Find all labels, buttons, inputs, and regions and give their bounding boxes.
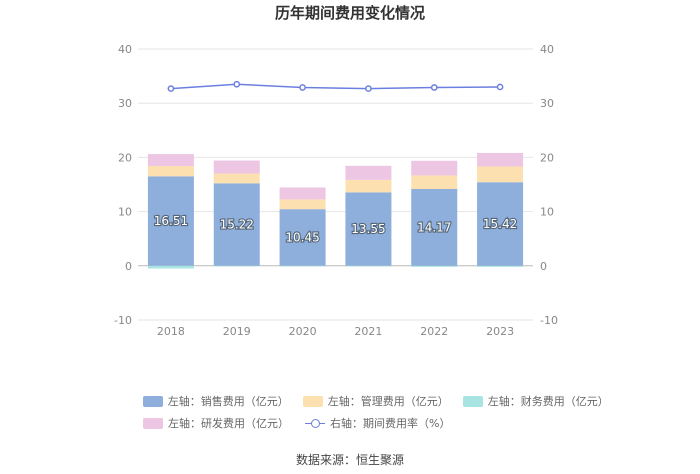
chart-title: 历年期间费用变化情况 [274,4,425,22]
bar-data-label: 16.51 [154,214,188,228]
bar-segment [411,265,458,267]
y-tick-label-right: -10 [540,314,558,327]
line-point [299,84,306,91]
x-tick-label: 2021 [354,325,382,338]
y-tick-label-left: 30 [118,97,132,110]
y-tick-label-right: 10 [540,206,554,219]
legend-swatch-admin [303,395,323,407]
legend-swatch-sales [143,395,163,407]
y-tick-label-left: 10 [118,206,132,219]
y-tick-label-left: -10 [114,314,132,327]
y-tick-label-left: 20 [118,151,132,164]
bar-segment [213,160,260,174]
x-tick-label: 2020 [289,325,317,338]
bar-segment [213,183,260,266]
line-point [496,83,504,91]
bar-segment [477,166,524,183]
bar-data-label: 15.22 [220,218,254,232]
x-tick-label: 2023 [486,325,514,338]
legend-item-rnd[interactable]: 左轴：研发费用（亿元） [143,415,289,431]
bar-segment [279,187,326,200]
legend-swatch-rnd [143,417,163,429]
bar-segment [147,176,194,266]
bar-segment [345,265,392,267]
x-tick-label: 2018 [157,325,185,338]
bar-segment [345,192,392,266]
bar-segment [147,154,194,167]
line-point [430,84,438,91]
bar-segment [411,175,458,189]
line-point [233,80,241,88]
legend-label-rnd: 左轴：研发费用（亿元） [168,417,289,430]
bar-data-label: 10.45 [285,230,319,244]
line-point [167,85,175,92]
y-tick-label-right: 30 [540,97,554,110]
bar-segment [477,265,524,267]
legend-label-admin: 左轴：管理费用（亿元） [327,395,449,408]
bar-segment [477,152,524,167]
bar-segment [279,209,326,266]
bar-segment [279,265,326,267]
bar-segment [147,265,194,269]
y-tick-label-right: 40 [540,43,554,56]
bar-segment [213,173,260,184]
bar-segment [411,188,458,266]
bar-segment [345,165,392,180]
data-source: 数据来源：恒生聚源 [295,453,404,467]
x-tick-label: 2019 [223,325,251,338]
legend-item-sales[interactable]: 左轴：销售费用（亿元） [143,393,289,409]
chart-legend: 左轴：销售费用（亿元） 左轴：管理费用（亿元） 左轴：财务费用（亿元） 左轴：研… [143,390,623,434]
legend-item-finance[interactable]: 左轴：财务费用（亿元） [463,393,609,409]
legend-swatch-finance [463,395,483,407]
y-tick-label-right: 20 [540,151,554,164]
legend-item-admin[interactable]: 左轴：管理费用（亿元） [303,393,449,409]
bar-segment [411,160,458,176]
legend-label-sales: 左轴：销售费用（亿元） [167,395,289,408]
legend-label-expense-rate: 右轴：期间费用率（%） [330,417,451,430]
bar-data-label: 14.17 [417,220,451,234]
line-point [365,85,372,92]
y-tick-label-left: 0 [125,260,132,273]
y-tick-label-left: 40 [118,43,132,56]
x-tick-label: 2022 [420,325,448,338]
bar-segment [147,166,194,177]
bar-data-label: 15.42 [483,217,517,231]
line-series-expense-rate [170,83,501,90]
legend-label-finance: 左轴：财务费用（亿元） [487,395,609,408]
bar-segment [477,182,524,266]
bar-segment [345,179,392,193]
legend-swatch-expense-rate [305,418,325,429]
legend-item-expense-rate[interactable]: 右轴：期间费用率（%） [305,415,450,431]
bar-data-label: 13.55 [351,222,385,236]
bar-segment [279,199,326,210]
y-tick-label-right: 0 [540,260,547,273]
bar-segment [213,265,260,267]
